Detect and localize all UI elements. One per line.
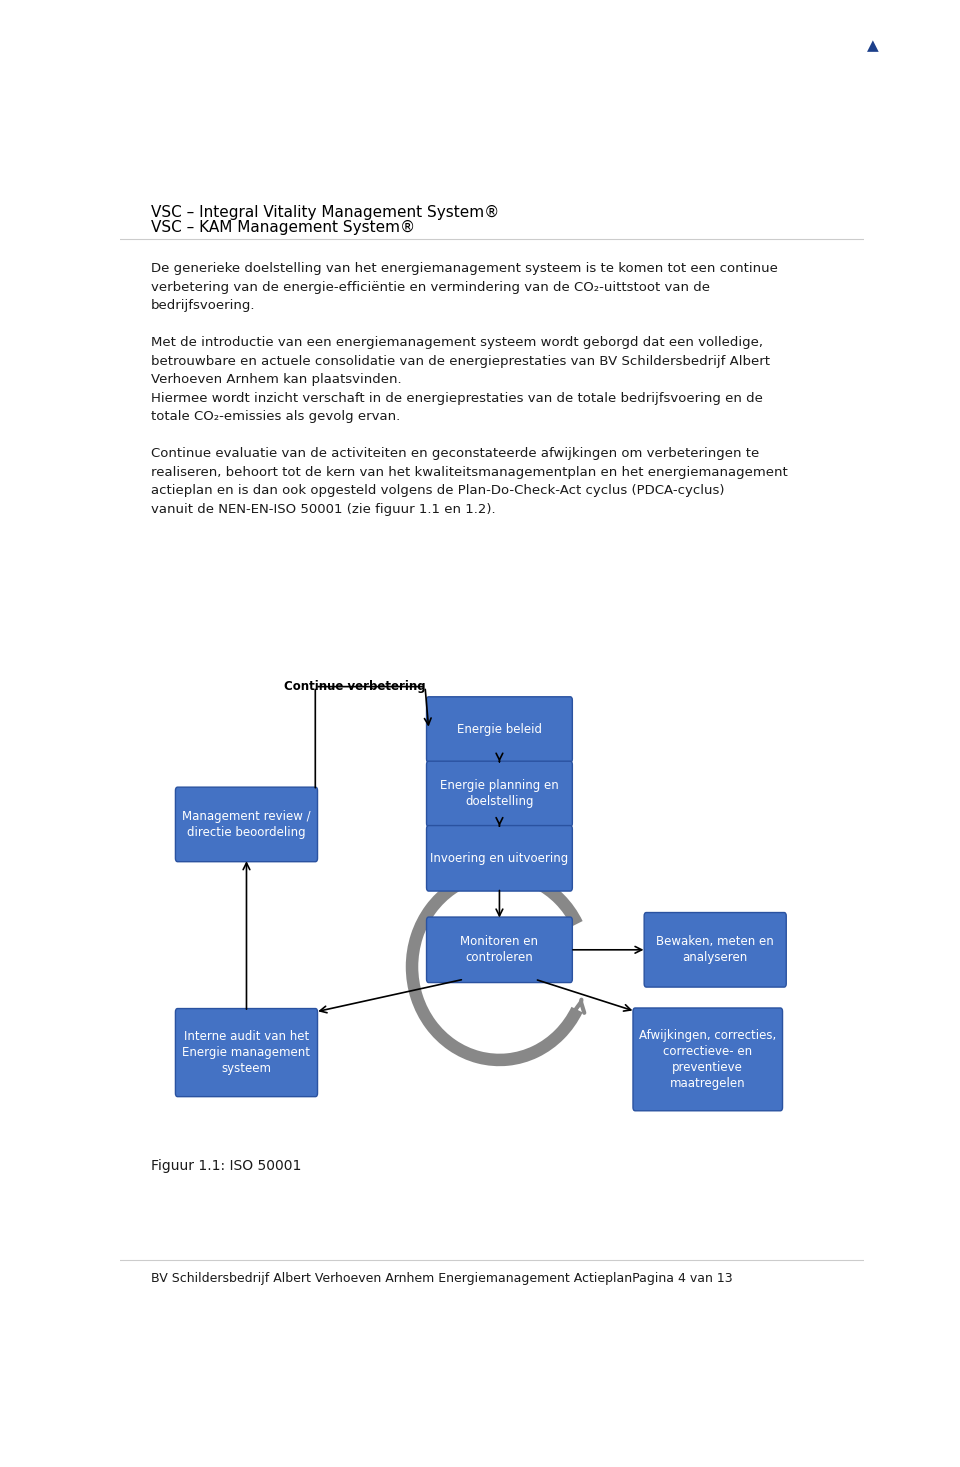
Text: actieplan en is dan ook opgesteld volgens de Plan-Do-Check-Act cyclus (PDCA-cycl: actieplan en is dan ook opgesteld volgen… bbox=[152, 484, 725, 497]
Text: Verhoeven Arnhem kan plaatsvinden.: Verhoeven Arnhem kan plaatsvinden. bbox=[152, 373, 402, 386]
Text: vanuit de NEN-EN-ISO 50001 (zie figuur 1.1 en 1.2).: vanuit de NEN-EN-ISO 50001 (zie figuur 1… bbox=[152, 503, 496, 516]
Text: Continue evaluatie van de activiteiten en geconstateerde afwijkingen om verbeter: Continue evaluatie van de activiteiten e… bbox=[152, 447, 759, 461]
FancyBboxPatch shape bbox=[633, 1008, 782, 1111]
Text: betrouwbare en actuele consolidatie van de energieprestaties van BV Schildersbed: betrouwbare en actuele consolidatie van … bbox=[152, 355, 770, 368]
Polygon shape bbox=[843, 26, 903, 63]
FancyBboxPatch shape bbox=[644, 912, 786, 987]
Text: verbetering van de energie-efficiëntie en vermindering van de CO₂-uittstoot van : verbetering van de energie-efficiëntie e… bbox=[152, 280, 710, 293]
FancyBboxPatch shape bbox=[426, 917, 572, 983]
Text: Monitoren en
controleren: Monitoren en controleren bbox=[461, 936, 539, 964]
Text: Interne audit van het
Energie management
systeem: Interne audit van het Energie management… bbox=[182, 1030, 310, 1075]
Text: VSC – KAM Management System®: VSC – KAM Management System® bbox=[152, 220, 416, 235]
Text: Bewaken, meten en
analyseren: Bewaken, meten en analyseren bbox=[657, 936, 774, 964]
FancyBboxPatch shape bbox=[426, 697, 572, 763]
FancyBboxPatch shape bbox=[426, 761, 572, 827]
FancyBboxPatch shape bbox=[426, 826, 572, 890]
Text: Met de introductie van een energiemanagement systeem wordt geborgd dat een volle: Met de introductie van een energiemanage… bbox=[152, 336, 763, 349]
FancyBboxPatch shape bbox=[176, 1008, 318, 1097]
Text: ▲: ▲ bbox=[867, 38, 879, 53]
Text: Continue verbetering: Continue verbetering bbox=[284, 681, 425, 692]
Text: Energie planning en
doelstelling: Energie planning en doelstelling bbox=[440, 779, 559, 808]
Text: Invoering en uitvoering: Invoering en uitvoering bbox=[430, 852, 568, 866]
Text: REDO C C: REDO C C bbox=[850, 16, 897, 25]
Text: Figuur 1.1: ISO 50001: Figuur 1.1: ISO 50001 bbox=[152, 1159, 301, 1172]
Text: De generieke doelstelling van het energiemanagement systeem is te komen tot een : De generieke doelstelling van het energi… bbox=[152, 263, 779, 274]
Text: Afwijkingen, correcties,
correctieve- en
preventieve
maatregelen: Afwijkingen, correcties, correctieve- en… bbox=[639, 1028, 777, 1090]
FancyBboxPatch shape bbox=[176, 788, 318, 861]
Text: Management review /
directie beoordeling: Management review / directie beoordeling bbox=[182, 810, 311, 839]
Text: BV Schildersbedrijf Albert Verhoeven Arnhem Energiemanagement ActieplanPagina 4 : BV Schildersbedrijf Albert Verhoeven Arn… bbox=[152, 1272, 732, 1285]
Text: VSC – Integral Vitality Management System®: VSC – Integral Vitality Management Syste… bbox=[152, 205, 499, 220]
Text: Energie beleid: Energie beleid bbox=[457, 723, 542, 736]
Text: realiseren, behoort tot de kern van het kwaliteitsmanagementplan en het energiem: realiseren, behoort tot de kern van het … bbox=[152, 467, 788, 478]
Text: Hiermee wordt inzicht verschaft in de energieprestaties van de totale bedrijfsvo: Hiermee wordt inzicht verschaft in de en… bbox=[152, 392, 763, 405]
Text: bedrijfsvoering.: bedrijfsvoering. bbox=[152, 299, 255, 312]
Text: totale CO₂-emissies als gevolg ervan.: totale CO₂-emissies als gevolg ervan. bbox=[152, 411, 400, 424]
